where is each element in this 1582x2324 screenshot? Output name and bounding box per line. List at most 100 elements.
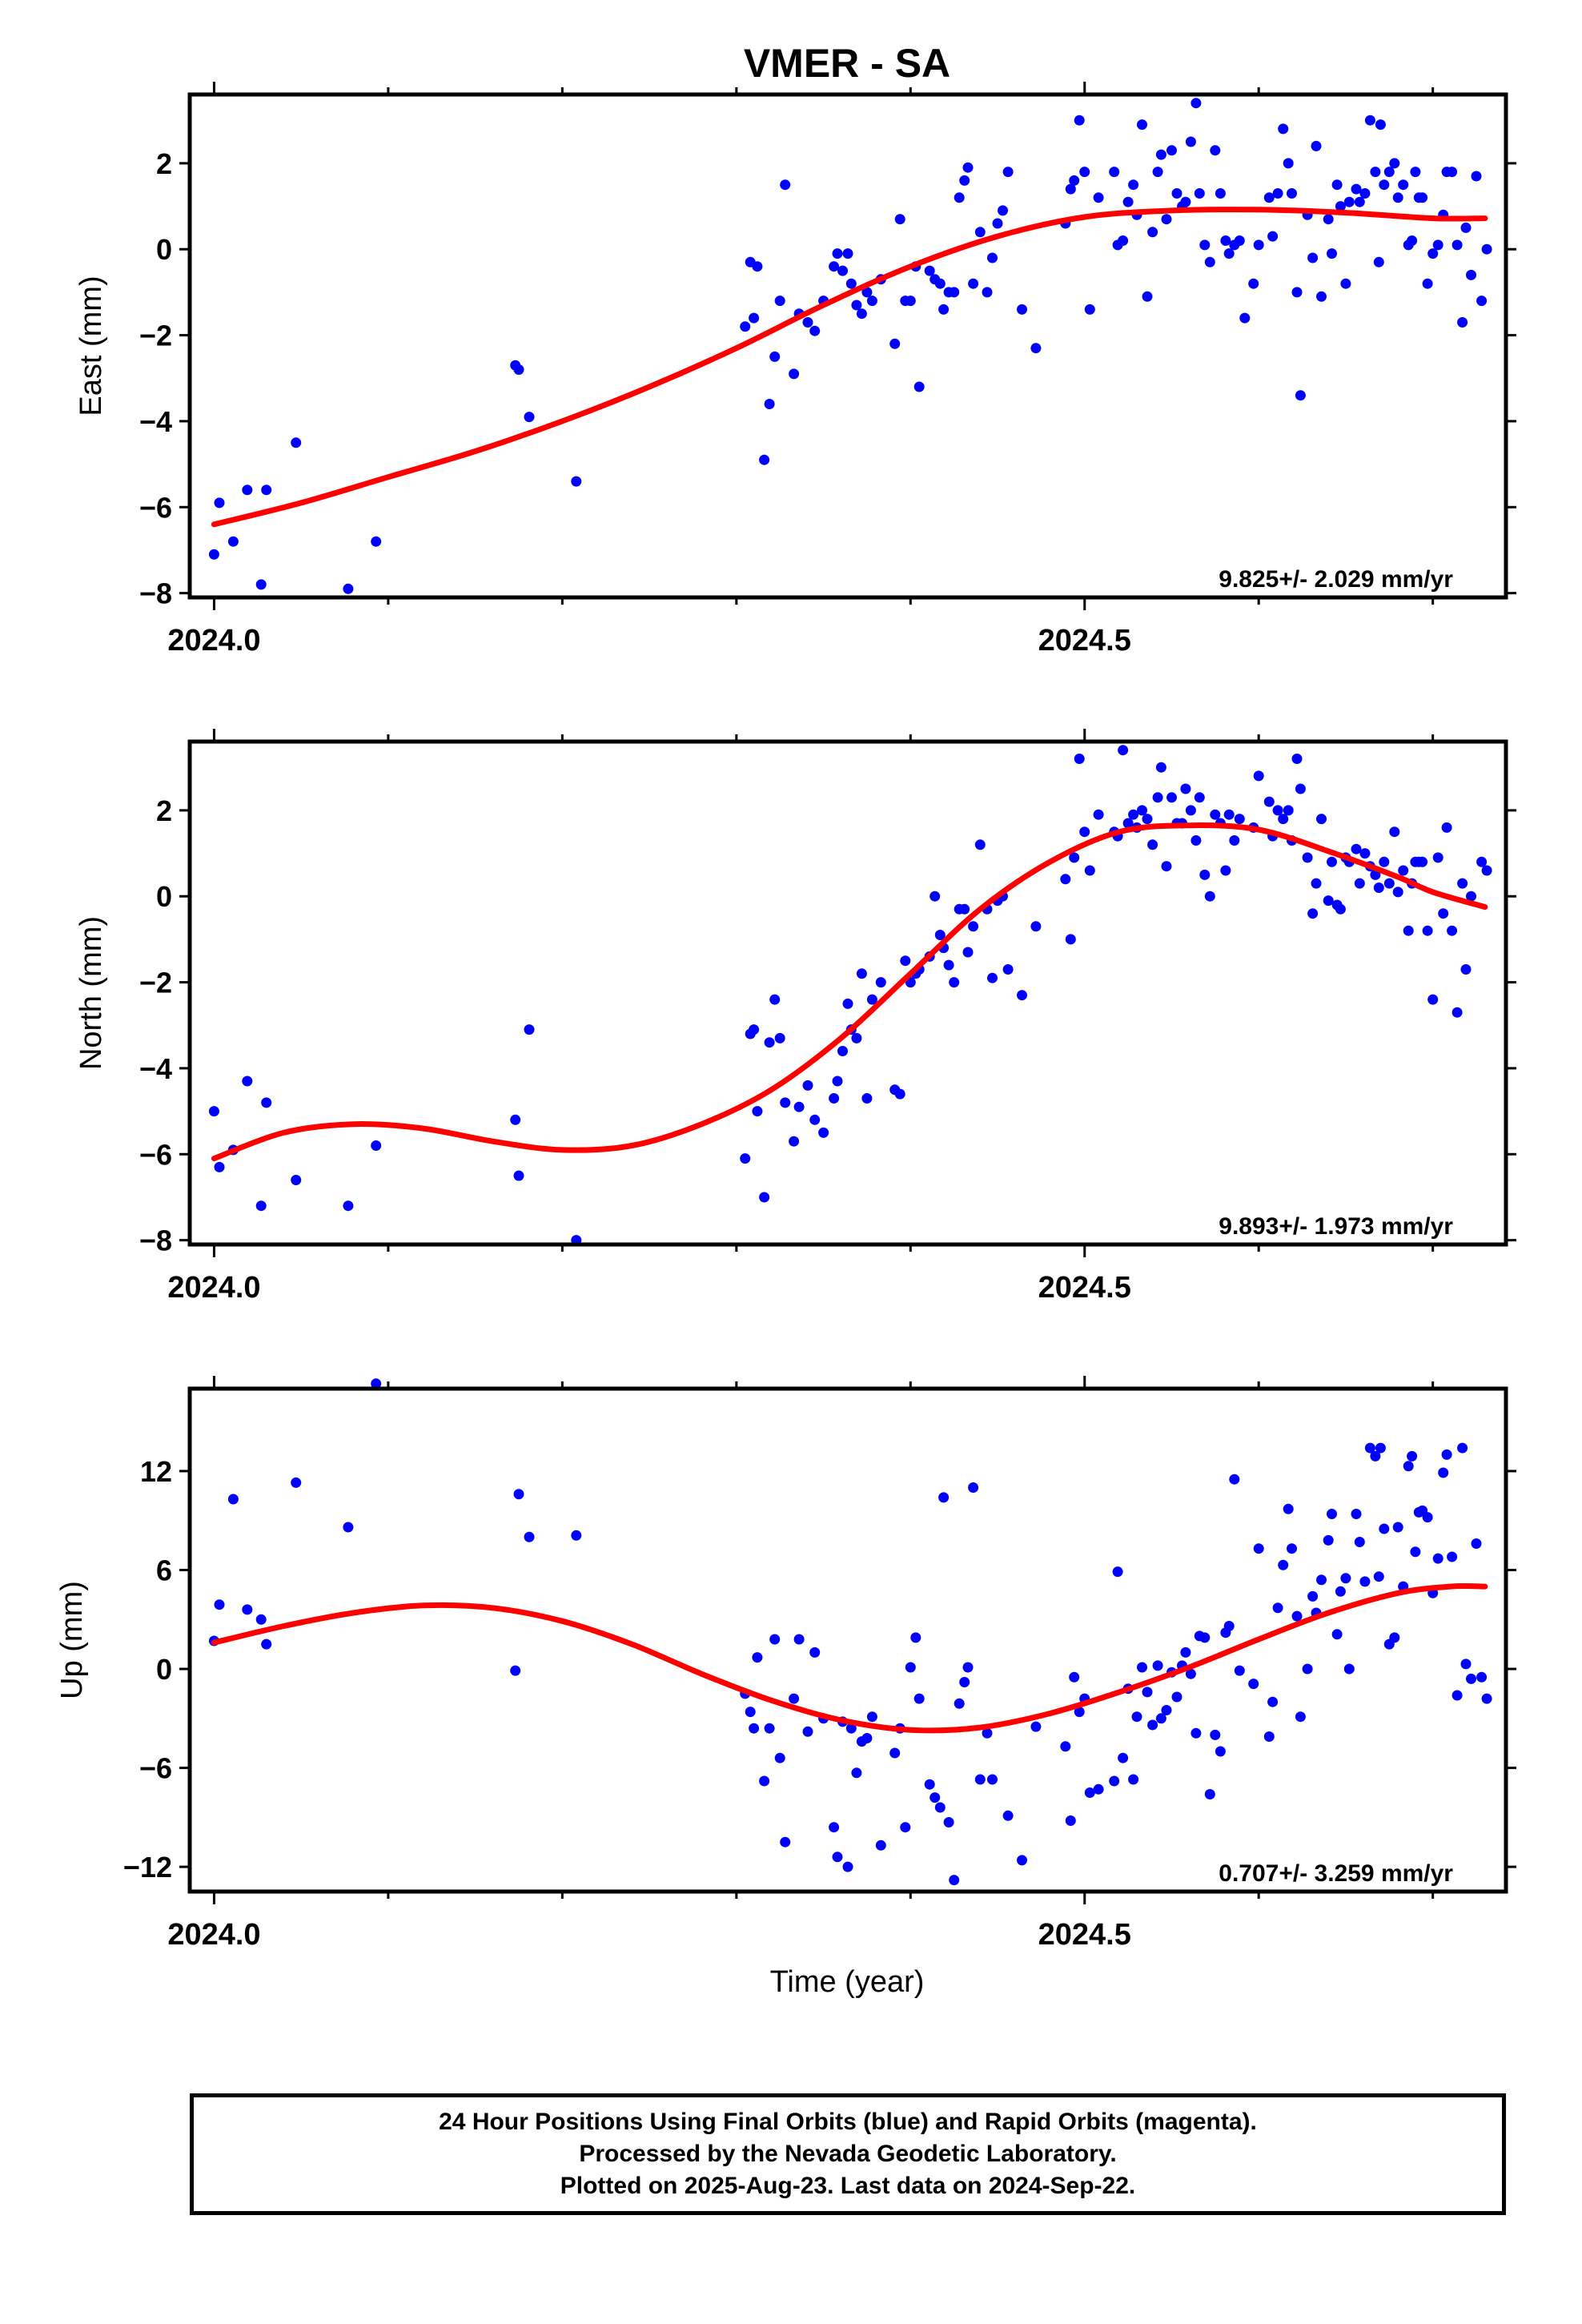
north-data-point — [1122, 818, 1134, 829]
north-data-point — [1383, 878, 1395, 889]
up-data-point — [524, 1531, 535, 1542]
east-data-point — [764, 399, 775, 409]
north-data-point — [1074, 754, 1085, 764]
up-data-point — [866, 1711, 877, 1723]
up-data-point — [938, 1492, 950, 1503]
east-data-point — [1476, 296, 1488, 307]
east-ytick-label: −2 — [139, 320, 172, 352]
up-data-point — [793, 1634, 805, 1645]
up-marks — [208, 1378, 1492, 1886]
east-data-point — [1152, 167, 1163, 178]
up-data-point — [242, 1604, 253, 1615]
north-data-point — [759, 1192, 770, 1203]
up-data-point — [1191, 1727, 1202, 1739]
east-data-point — [1234, 235, 1245, 246]
north-data-point — [943, 959, 954, 971]
up-data-point — [982, 1727, 993, 1739]
north-data-point — [214, 1161, 225, 1172]
east-data-point — [1084, 304, 1095, 315]
up-data-point — [1267, 1696, 1279, 1707]
up-data-point — [845, 1723, 857, 1734]
up-data-point — [749, 1723, 760, 1734]
up-data-point — [802, 1726, 813, 1737]
up-data-point — [1065, 1815, 1076, 1826]
up-ytick-label: 12 — [140, 1455, 172, 1488]
north-data-point — [1316, 814, 1327, 825]
east-data-point — [1194, 188, 1205, 199]
figure-title: VMER - SA — [744, 41, 950, 86]
north-data-point — [769, 994, 781, 1005]
east-data-point — [1398, 179, 1409, 191]
east-data-point — [809, 325, 821, 336]
up-data-point — [1476, 1671, 1488, 1683]
up-data-point — [291, 1477, 302, 1488]
north-data-point — [780, 1097, 791, 1108]
east-data-point — [1316, 291, 1327, 302]
north-data-point — [513, 1170, 524, 1181]
north-data-point — [1359, 848, 1371, 859]
north-data-point — [1307, 908, 1319, 919]
east-data-point — [1295, 390, 1306, 401]
north-data-point — [1155, 762, 1166, 773]
east-data-point — [934, 278, 946, 289]
up-data-point — [1375, 1442, 1386, 1454]
up-data-point — [261, 1638, 272, 1650]
north-data-point — [1204, 891, 1215, 902]
up-data-point — [1215, 1746, 1226, 1757]
caption-line-3: Plotted on 2025-Aug-23. Last data on 202… — [560, 2173, 1136, 2199]
up-data-point — [1403, 1461, 1414, 1472]
north-ytick-label: −4 — [139, 1052, 172, 1085]
north-data-point — [1210, 809, 1221, 820]
east-data-point — [774, 296, 785, 307]
east-data-point — [1432, 239, 1443, 251]
up-data-point — [759, 1775, 770, 1787]
up-data-point — [1002, 1810, 1014, 1821]
east-data-point — [214, 497, 225, 509]
up-data-point — [1128, 1774, 1139, 1785]
east-data-point — [1137, 119, 1147, 131]
north-data-point — [1030, 921, 1042, 932]
up-data-point — [1112, 1566, 1123, 1578]
up-data-point — [1340, 1573, 1351, 1584]
north-data-point — [856, 968, 867, 979]
east-data-point — [1427, 248, 1439, 259]
east-data-point — [856, 308, 867, 320]
east-data-point — [1471, 171, 1482, 182]
east-ytick-label: −4 — [139, 405, 172, 438]
up-data-point — [875, 1839, 886, 1851]
east-ytick-label: 2 — [156, 147, 172, 180]
up-data-point — [913, 1693, 925, 1704]
up-data-point — [1389, 1632, 1400, 1643]
up-data-point — [1060, 1741, 1071, 1752]
east-data-point — [1354, 196, 1365, 207]
east-data-point — [1155, 149, 1166, 160]
east-panel: −8 −6 −4 −2 0 2 2024.0 2024.5 East (mm) 9.825+/… — [74, 82, 1516, 657]
north-ytick-label: 0 — [156, 880, 172, 913]
north-data-point — [1398, 865, 1409, 876]
north-data-point — [510, 1114, 521, 1125]
up-data-point — [1364, 1442, 1375, 1454]
up-data-point — [1074, 1707, 1085, 1718]
up-data-point — [571, 1530, 582, 1541]
north-data-point — [1476, 856, 1488, 867]
up-data-point — [1460, 1659, 1472, 1670]
up-data-point — [371, 1378, 382, 1389]
up-data-point — [1466, 1673, 1476, 1684]
up-data-point — [769, 1634, 781, 1645]
east-data-point — [905, 296, 916, 307]
east-data-point — [1335, 201, 1346, 212]
up-data-point — [1457, 1442, 1468, 1454]
north-data-point — [1002, 964, 1014, 975]
up-data-point — [343, 1522, 354, 1533]
up-data-point — [832, 1852, 843, 1863]
north-data-point — [1481, 865, 1492, 876]
north-data-point — [1422, 925, 1433, 936]
north-data-point — [875, 977, 886, 988]
north-data-point — [740, 1153, 751, 1164]
up-data-point — [1180, 1647, 1191, 1658]
north-data-point — [1373, 883, 1384, 893]
east-data-point — [1340, 278, 1351, 289]
east-data-point — [1065, 183, 1076, 195]
up-data-point — [949, 1875, 960, 1886]
